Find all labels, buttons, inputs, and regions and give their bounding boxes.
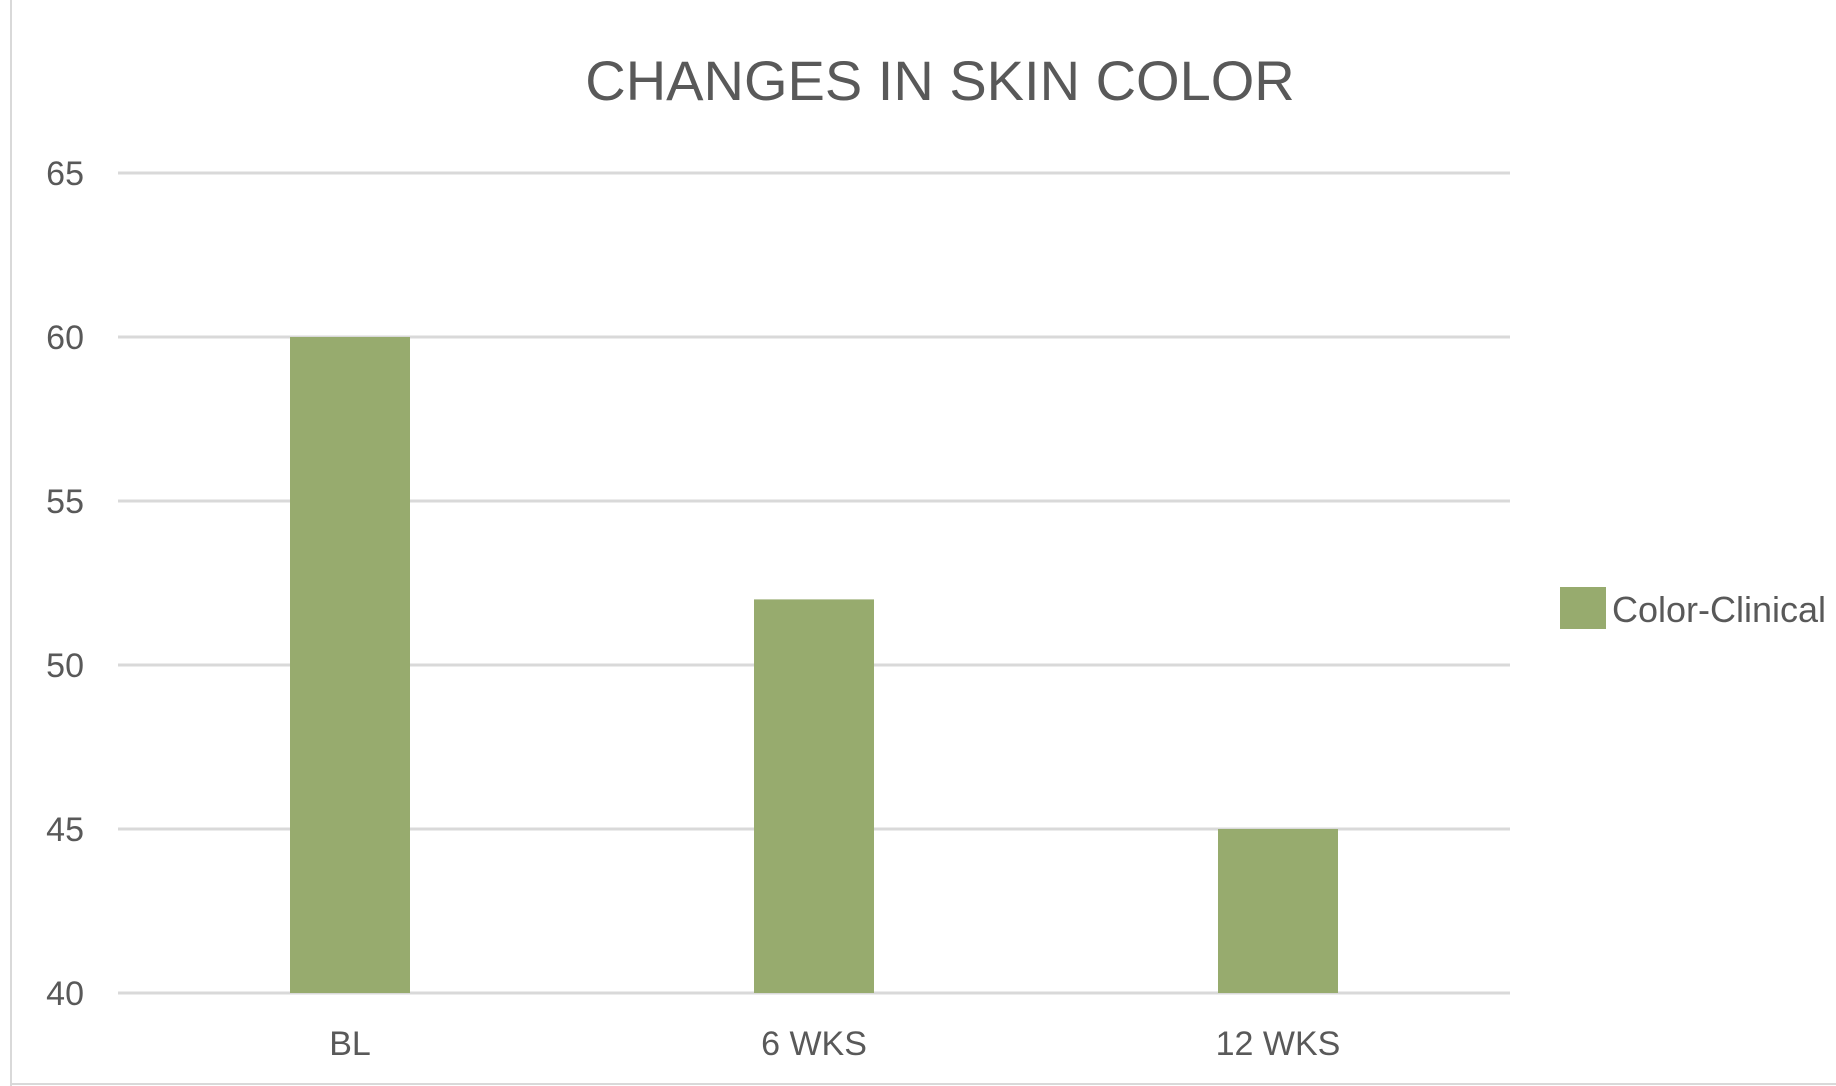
x-tick-label-12-wks: 12 WKS — [1216, 1025, 1341, 1063]
y-tick-label-40: 40 — [46, 975, 84, 1013]
x-tick-label-bl: BL — [329, 1025, 371, 1063]
chart-title: CHANGES IN SKIN COLOR — [585, 49, 1294, 112]
legend-label: Color-Clinical — [1612, 589, 1826, 630]
legend: Color-Clinical — [1560, 587, 1826, 630]
x-axis-tick-labels: BL 6 WKS 12 WKS — [329, 1025, 1340, 1063]
bars — [290, 337, 1338, 993]
x-tick-label-6-wks: 6 WKS — [761, 1025, 867, 1063]
y-axis-tick-labels: 40 45 50 55 60 65 — [46, 155, 84, 1013]
y-tick-label-60: 60 — [46, 319, 84, 357]
y-tick-label-45: 45 — [46, 811, 84, 849]
y-tick-label-55: 55 — [46, 483, 84, 521]
bar-6-wks — [754, 599, 874, 993]
y-tick-label-65: 65 — [46, 155, 84, 193]
y-tick-label-50: 50 — [46, 647, 84, 685]
bar-bl — [290, 337, 410, 993]
bar-12-wks — [1218, 829, 1338, 993]
legend-swatch — [1560, 587, 1606, 629]
